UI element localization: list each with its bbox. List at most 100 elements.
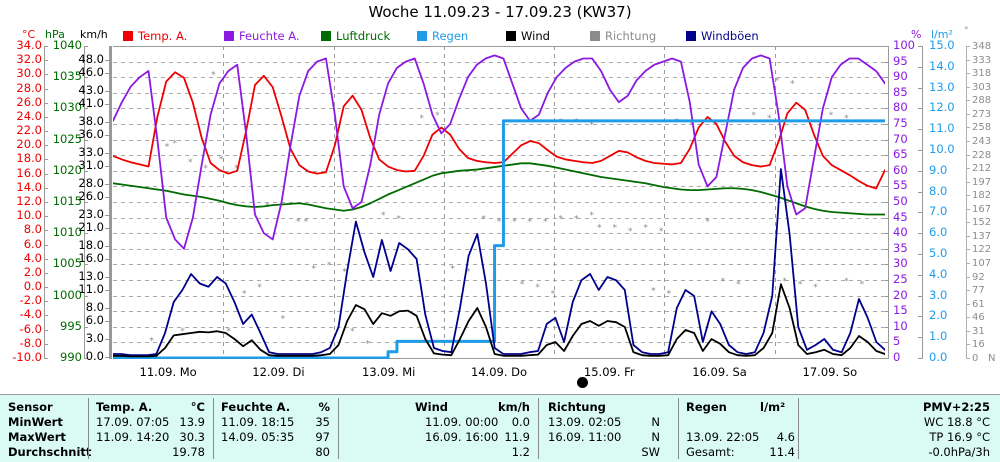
axis-rain-tickmark [918, 337, 922, 339]
axis-temp-tick: 24.0 [16, 108, 42, 123]
legend-item-label: Temp. A. [138, 28, 188, 43]
axis-wind-tick: 13.0 [78, 269, 104, 283]
legend-item-label: Wind [521, 28, 550, 43]
wind-direction-marker: * [752, 111, 757, 121]
plot-area: * * * * * * * * * * * * * * * * * * * * * * * * * * * * * * * * * * * * * * * *… [113, 46, 885, 359]
axis-direction-tick: 77 [972, 285, 985, 297]
wind-direction-marker: * [227, 327, 232, 337]
axis-direction-tick: 167 [972, 203, 992, 215]
axis-rain-tickmark [918, 150, 922, 151]
axis-pressure-tick: 1040 [52, 38, 82, 52]
axis-humidity-tickmark [884, 155, 888, 157]
x-axis-label: 16.09. Sa [692, 365, 747, 379]
table-column-unit: km/h [497, 400, 530, 414]
axis-temp-tickmark [44, 287, 48, 289]
axis-humidity-tick: 55 [893, 178, 908, 193]
axis-temp-tickmark [44, 202, 48, 203]
axis-temp-tickmark [44, 46, 48, 47]
axis-humidity-tick: 50 [893, 194, 908, 208]
legend-swatch-icon [686, 31, 696, 41]
wind-direction-marker: * [173, 139, 178, 149]
axis-direction-spine [966, 46, 967, 359]
axis-wind-tick: 16.0 [78, 251, 104, 265]
legend-item-regen[interactable]: Regen [417, 28, 469, 43]
axis-pressure-tickmark [84, 358, 88, 359]
axis-rain-tickmark [918, 108, 922, 110]
axis-direction-tick: 46 [972, 312, 985, 324]
legend-item-windb-en[interactable]: Windböen [686, 30, 759, 42]
axis-temp-tickmark [44, 145, 48, 147]
table-divider [338, 398, 339, 459]
legend-item-luftdruck[interactable]: Luftdruck [321, 30, 390, 42]
axis-humidity-tickmark [884, 280, 888, 281]
axis-direction-tickmark [966, 168, 970, 170]
axis-rain-tick: 15.0 [929, 38, 955, 52]
legend-item-wind[interactable]: Wind [506, 28, 550, 43]
legend-item-label: Regen [432, 28, 469, 43]
legend-item-label: Feuchte A. [239, 28, 300, 43]
axis-direction-tick: 152 [972, 217, 992, 229]
axis-rain-tickmark [918, 358, 922, 359]
axis-wind-tick: 36.0 [78, 127, 104, 141]
axis-pressure-tick: 1005 [52, 256, 82, 271]
wind-direction-marker: * [643, 224, 648, 234]
axis-wind-tick: 33.0 [78, 145, 104, 159]
wind-direction-marker: * [497, 217, 502, 227]
axis-direction-tick: 212 [972, 163, 992, 175]
axis-rain-tick: 13.0 [929, 79, 955, 94]
table-max-value: 97 [315, 430, 330, 444]
axis-pressure-tick: 1020 [52, 162, 82, 177]
axis-pressure-tickmark [84, 326, 88, 328]
axis-direction-tickmark [966, 127, 970, 129]
axis-temp-tick: 30.0 [16, 66, 42, 81]
axis-humidity-tick: 5 [893, 334, 901, 349]
axis-wind-tickmark [105, 290, 109, 291]
table-row-label: Durchschnitt [8, 445, 92, 459]
table-rain-total-label: Gesamt: [686, 445, 735, 459]
wind-direction-marker: * [813, 283, 818, 293]
axis-rain-tickmark [918, 316, 922, 318]
axis-temp-tick: -6.0 [19, 321, 42, 336]
table-min-value: 35 [315, 415, 330, 429]
summary-pmv: PMV+2:25 [922, 400, 990, 414]
series-line-wind [113, 283, 885, 358]
axis-direction-tick: 92 [972, 271, 985, 283]
wind-direction-marker: * [450, 264, 455, 274]
axis-wind-tickmark [105, 135, 109, 136]
axis-temp-tick: 26.0 [16, 94, 42, 109]
axis-pressure-tickmark [84, 295, 88, 297]
axis-temp-tick: 2.0 [23, 264, 42, 279]
legend-item-label: Richtung [605, 28, 657, 43]
table-min-value: 0.0 [511, 415, 530, 429]
axis-wind-tickmark [105, 60, 109, 61]
axis-temp-tickmark [44, 343, 48, 345]
axis-wind-tickmark [105, 246, 109, 247]
table-min-time: 11.09. 18:15 [221, 415, 295, 429]
axis-direction-tickmark [966, 317, 970, 319]
axis-humidity-tick: 60 [893, 162, 908, 177]
axis-humidity-tick: 45 [893, 209, 908, 224]
axis-humidity-tick: 65 [893, 147, 908, 162]
wind-direction-marker: * [790, 80, 795, 90]
wind-direction-marker: * [767, 114, 772, 124]
series-line-windb-en [113, 168, 885, 357]
legend-item-richtung[interactable]: Richtung [590, 28, 657, 43]
wind-direction-marker: * [535, 283, 540, 293]
x-axis-label: 13.09. Mi [362, 365, 416, 379]
legend-item-temp-a[interactable]: Temp. A. [123, 28, 188, 43]
axis-direction-tick: 288 [972, 95, 992, 107]
axis-direction-tickmark [966, 358, 970, 359]
wind-direction-marker: * [466, 267, 471, 277]
table-rain-total-value: 11.4 [769, 445, 795, 459]
summary-dewpoint: TP 16.9 °C [929, 430, 990, 444]
table-column-unit: °C [190, 400, 205, 414]
axis-temp-tickmark [44, 159, 48, 161]
summary-windchill: WC 18.8 °C [923, 415, 990, 429]
wind-direction-marker: * [659, 227, 664, 237]
legend-item-feuchte-a[interactable]: Feuchte A. [224, 28, 300, 43]
wind-direction-marker: * [420, 114, 425, 124]
axis-rain-tick: 7.0 [929, 204, 948, 219]
axis-pressure-tick: 1015 [52, 194, 82, 208]
axis-temp-tick: 10.0 [16, 208, 42, 223]
axis-rain-tick: 2.0 [929, 308, 948, 323]
